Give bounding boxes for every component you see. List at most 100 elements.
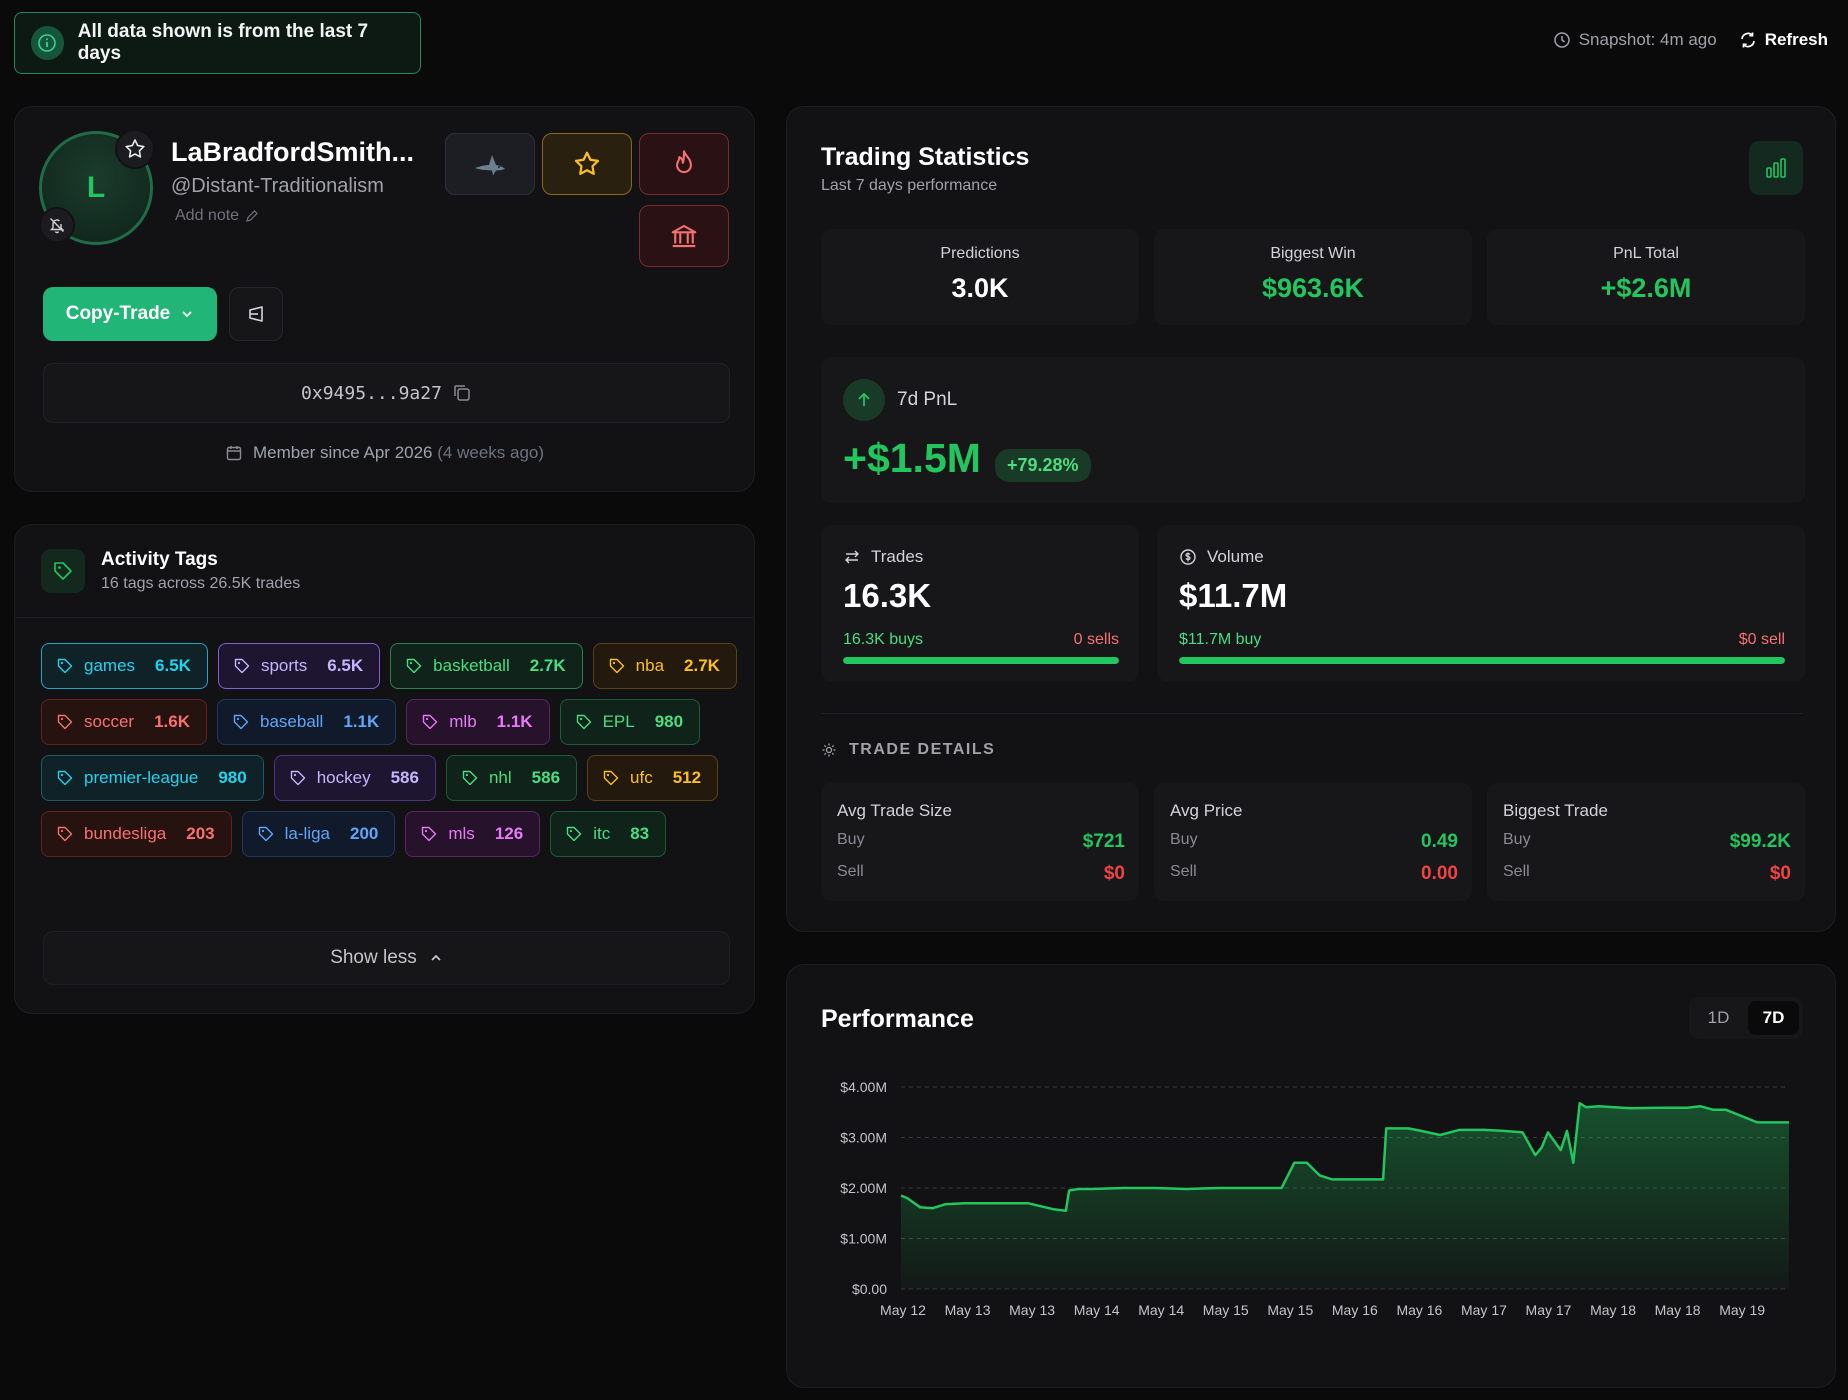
tag-chip-itc[interactable]: itc 83 <box>550 811 667 857</box>
avg-trade-size-box: Avg Trade Size Buy $721 Sell $0 <box>821 783 1139 901</box>
trades-progress-bar <box>843 657 1119 664</box>
trades-header: Trades <box>843 547 923 567</box>
sell-label: Sell <box>837 863 864 880</box>
tag-chip-EPL[interactable]: EPL 980 <box>559 699 701 745</box>
sell-value: 0.00 <box>1421 863 1458 884</box>
buy-label: Buy <box>1170 831 1198 848</box>
detail-title: Biggest Trade <box>1503 801 1608 820</box>
pnl-7d-percent-badge: +79.28% <box>995 449 1091 482</box>
tag-chip-nhl[interactable]: nhl 586 <box>445 755 578 801</box>
add-note-button[interactable]: Add note <box>175 207 259 225</box>
tag-icon <box>57 826 73 842</box>
wallet-address[interactable]: 0x9495...9a27 <box>43 363 730 423</box>
bank-icon <box>671 224 697 248</box>
tag-icon <box>234 658 250 674</box>
wallet-address-text: 0x9495...9a27 <box>301 382 442 404</box>
tags-list: games 6.5K sports 6.5K basketball 2.7K nba 2.7K… <box>41 643 741 857</box>
tag-chip-soccer[interactable]: soccer 1.6K <box>41 699 207 745</box>
detail-title: Avg Trade Size <box>837 801 952 820</box>
tag-icon <box>258 826 273 842</box>
tag-icon <box>576 714 591 730</box>
tag-count: 980 <box>218 768 247 787</box>
tag-name: nhl <box>488 768 512 787</box>
volume-value: $11.7M <box>1179 577 1288 614</box>
tag-name: nba <box>635 656 665 675</box>
tag-chip-mlb[interactable]: mlb 1.1K <box>406 699 550 745</box>
user-name: LaBradfordSmith... <box>171 137 415 167</box>
tag-chip-mls[interactable]: mls 126 <box>405 811 541 857</box>
tag-name: ufc <box>630 768 653 787</box>
tag-chip-games[interactable]: games 6.5K <box>41 643 208 689</box>
x-tick-label: May 12 <box>880 1302 926 1318</box>
stats-title: Trading Statistics <box>821 143 1030 171</box>
copy-trade-button[interactable]: Copy-Trade <box>43 287 217 341</box>
bank-badge[interactable] <box>639 205 729 267</box>
tag-chip-la-liga[interactable]: la-liga 200 <box>241 811 396 857</box>
buy-label: Buy <box>1503 831 1531 848</box>
tag-name: EPL <box>602 712 635 731</box>
bar-chart-icon <box>1766 158 1786 178</box>
banner-text: All data shown is from the last 7 days <box>77 21 369 64</box>
info-icon <box>31 26 64 60</box>
star-badge[interactable] <box>542 133 632 195</box>
avg-price-box: Avg Price Buy 0.49 Sell 0.00 <box>1154 783 1472 901</box>
copy-trade-label: Copy-Trade <box>65 303 171 324</box>
tag-chip-ufc[interactable]: ufc 512 <box>587 755 719 801</box>
refresh-icon <box>1740 32 1755 48</box>
stats-chart-button[interactable] <box>1749 141 1803 195</box>
tag-chip-premier-league[interactable]: premier-league 980 <box>41 755 264 801</box>
tag-name: premier-league <box>84 768 199 787</box>
buy-value: $99.2K <box>1729 831 1791 852</box>
shark-badge[interactable] <box>445 133 535 195</box>
copy-icon[interactable] <box>452 383 472 403</box>
tag-count: 203 <box>186 824 215 843</box>
favorite-star-button[interactable] <box>115 129 155 169</box>
range-7d-button[interactable]: 7D <box>1748 1001 1799 1035</box>
tag-count: 1.1K <box>496 712 533 731</box>
gear-icon <box>822 743 836 757</box>
flame-badge[interactable] <box>639 133 729 195</box>
range-toggle: 1D 7D <box>1689 997 1803 1039</box>
tag-icon <box>566 826 582 842</box>
calendar-icon <box>226 446 242 461</box>
volume-buy: $11.7M buy <box>1179 631 1262 648</box>
refresh-button[interactable]: Refresh <box>1739 30 1828 50</box>
activity-tags-header: Activity Tags 16 tags across 26.5K trade… <box>41 549 300 593</box>
tag-name: soccer <box>84 712 135 731</box>
tag-icon <box>57 658 73 674</box>
trade-details-title: TRADE DETAILS <box>849 741 996 758</box>
tag-icon <box>233 714 249 730</box>
tag-icon <box>57 770 73 786</box>
biggest-trade-box: Biggest Trade Buy $99.2K Sell $0 <box>1487 783 1805 901</box>
clock-icon <box>1553 32 1570 48</box>
tag-icon <box>41 549 85 593</box>
tag-icon <box>422 826 437 842</box>
tag-icon <box>57 714 73 730</box>
notifications-toggle[interactable] <box>39 207 75 243</box>
info-banner: All data shown is from the last 7 days <box>14 12 421 74</box>
share-button[interactable] <box>229 287 283 341</box>
tag-count: 83 <box>630 824 650 843</box>
refresh-label: Refresh <box>1764 30 1828 49</box>
tag-chip-hockey[interactable]: hockey 586 <box>273 755 436 801</box>
tag-chip-nba[interactable]: nba 2.7K <box>592 643 737 689</box>
tag-name: sports <box>260 656 308 675</box>
range-1d-button[interactable]: 1D <box>1707 1008 1730 1027</box>
tag-chip-basketball[interactable]: basketball 2.7K <box>390 643 583 689</box>
tag-count: 200 <box>349 824 379 843</box>
x-tick-label: May 15 <box>1267 1302 1313 1318</box>
pnl-total-box: PnL Total +$2.6M <box>1487 229 1805 325</box>
x-tick-label: May 18 <box>1590 1302 1636 1318</box>
snapshot-status: Snapshot: 4m ago <box>1553 30 1717 50</box>
share-icon <box>249 306 263 322</box>
trades-sells: 0 sells <box>1073 631 1119 648</box>
tag-icon <box>290 770 305 786</box>
swap-arrows-icon <box>845 550 859 564</box>
divider <box>821 713 1803 714</box>
trades-progress-fill <box>843 657 1119 664</box>
tag-chip-sports[interactable]: sports 6.5K <box>217 643 381 689</box>
tag-chip-baseball[interactable]: baseball 1.1K <box>217 699 397 745</box>
show-less-button[interactable]: Show less <box>43 931 730 985</box>
tag-chip-bundesliga[interactable]: bundesliga 203 <box>41 811 232 857</box>
dollar-circle-icon <box>1180 549 1196 565</box>
